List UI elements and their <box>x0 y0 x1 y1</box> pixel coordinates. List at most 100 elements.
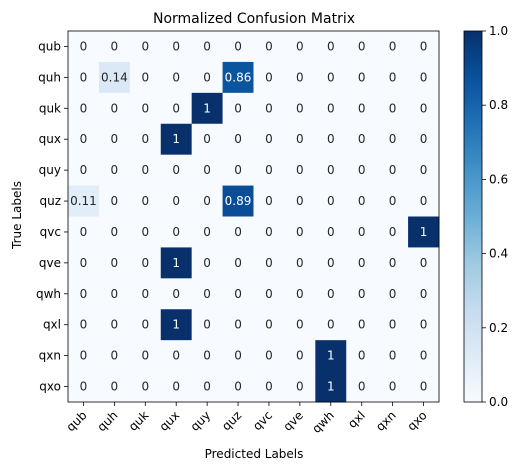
heatmap-cell <box>98 278 131 310</box>
heatmap-cell <box>408 154 440 186</box>
heatmap-cell <box>408 247 440 279</box>
cell-value-label: 0.14 <box>101 70 128 84</box>
x-tick-label: qux <box>157 408 183 434</box>
heatmap-cell-labels: 0 0 0 0 0 0 0 0 0 0 0 0 0 0.14 0 0 0 0.86 0 0 0 0 0 0 0 0 0 0 1 0 0 0 0 0… <box>70 39 427 393</box>
heatmap-cell <box>253 185 285 217</box>
cell-value-label: 0 <box>111 287 119 301</box>
cell-value-label: 0 <box>420 287 428 301</box>
heatmap-cell <box>284 216 316 248</box>
cell-value-label: 0 <box>389 194 397 208</box>
heatmap-cell <box>222 309 254 341</box>
cell-value-label: 1 <box>172 318 180 332</box>
heatmap-cell <box>377 31 409 63</box>
y-axis-label: True Labels <box>10 181 24 250</box>
cell-value-label: 0 <box>265 349 273 363</box>
cell-value-label: 0 <box>111 225 119 239</box>
cell-value-label: 0 <box>234 163 242 177</box>
colorbar-tick-label: 0.8 <box>489 98 508 112</box>
heatmap-cell <box>129 92 162 125</box>
cell-value-label: 0 <box>203 194 211 208</box>
cell-value-label: 0 <box>358 194 366 208</box>
cell-value-label: 0 <box>234 318 242 332</box>
heatmap-cell <box>284 340 316 372</box>
cell-value-label: 0 <box>80 287 88 301</box>
cell-value-label: 0 <box>296 163 304 177</box>
colorbar-tick-label: 0.2 <box>489 321 508 335</box>
y-tick-label: quk <box>39 101 61 115</box>
cell-value-label: 0 <box>420 318 428 332</box>
heatmap-cell <box>346 278 378 310</box>
heatmap-cell <box>284 185 316 217</box>
heatmap-cell <box>222 247 254 279</box>
heatmap-cell <box>222 123 254 156</box>
cell-value-label: 0 <box>327 101 335 115</box>
heatmap-cell <box>98 61 131 94</box>
heatmap-cell <box>408 371 440 403</box>
y-tick-label: qvc <box>40 225 61 239</box>
heatmap-cell <box>222 154 254 186</box>
heatmap-cell <box>222 185 254 217</box>
cell-value-label: 0 <box>358 380 366 394</box>
heatmap-cell <box>191 340 223 372</box>
heatmap-cell <box>68 309 100 341</box>
heatmap-cell <box>68 123 100 156</box>
x-tick-label: quk <box>126 408 152 434</box>
heatmap-cell <box>315 309 347 341</box>
cell-value-label: 0 <box>296 132 304 146</box>
cell-value-label: 0 <box>358 318 366 332</box>
y-tick-label: qxn <box>39 349 61 363</box>
heatmap-cell <box>253 278 285 310</box>
cell-value-label: 0 <box>296 256 304 270</box>
heatmap-cell <box>253 309 285 341</box>
heatmap-cell <box>160 340 193 372</box>
cell-value-label: 0 <box>203 380 211 394</box>
cell-value-label: 0 <box>265 318 273 332</box>
heatmap-cell <box>222 92 254 125</box>
cell-value-label: 0 <box>203 256 211 270</box>
cell-value-label: 0 <box>389 101 397 115</box>
heatmap-cell <box>284 123 316 156</box>
cell-value-label: 0 <box>389 380 397 394</box>
cell-value-label: 0 <box>172 39 180 53</box>
heatmap-cell <box>98 154 131 186</box>
heatmap-cell <box>129 309 162 341</box>
heatmap-cell <box>191 154 223 186</box>
cell-value-label: 0 <box>111 132 119 146</box>
heatmap-cell <box>346 247 378 279</box>
x-tick-label: qvc <box>250 408 275 433</box>
cell-value-label: 0 <box>358 70 366 84</box>
cell-value-label: 0 <box>111 318 119 332</box>
cell-value-label: 0 <box>141 194 149 208</box>
x-tick-label: qxn <box>373 408 399 434</box>
heatmap-cell <box>377 278 409 310</box>
heatmap-cell <box>253 154 285 186</box>
heatmap-cell <box>346 340 378 372</box>
heatmap-cell <box>377 371 409 403</box>
x-tick-label: quy <box>188 408 214 434</box>
colorbar-tick-label: 0.6 <box>489 172 508 186</box>
cell-value-label: 0 <box>203 287 211 301</box>
heatmap-cell <box>346 309 378 341</box>
heatmap-cell <box>408 278 440 310</box>
heatmap-cell <box>160 309 193 341</box>
x-tick-label: qve <box>280 408 306 434</box>
colorbar-tick-label: 0.0 <box>489 395 508 409</box>
cell-value-label: 0 <box>296 194 304 208</box>
heatmap-cell <box>68 371 100 403</box>
heatmap-cell <box>284 247 316 279</box>
heatmap-cell <box>160 278 193 310</box>
cell-value-label: 0 <box>80 380 88 394</box>
cell-value-label: 0 <box>420 39 428 53</box>
heatmap-cell <box>284 92 316 125</box>
heatmap-cells <box>68 31 440 403</box>
cell-value-label: 1 <box>327 349 335 363</box>
cell-value-label: 0 <box>111 101 119 115</box>
cell-value-label: 0 <box>203 318 211 332</box>
heatmap-cell <box>377 216 409 248</box>
cell-value-label: 0 <box>389 256 397 270</box>
y-tick-label: quh <box>38 70 61 84</box>
cell-value-label: 0 <box>296 70 304 84</box>
heatmap-cell <box>284 278 316 310</box>
cell-value-label: 0.11 <box>70 194 97 208</box>
cell-value-label: 0 <box>358 225 366 239</box>
